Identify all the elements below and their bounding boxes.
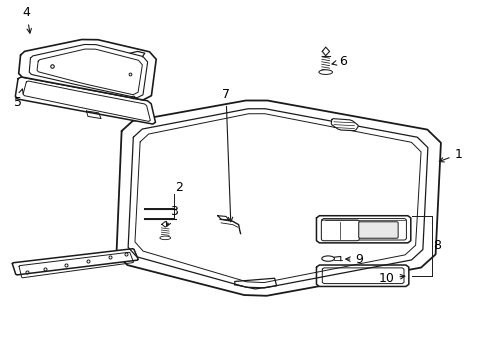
Ellipse shape bbox=[160, 236, 170, 240]
Polygon shape bbox=[116, 100, 440, 296]
Text: 10: 10 bbox=[378, 272, 404, 285]
FancyBboxPatch shape bbox=[358, 222, 397, 238]
Text: 1: 1 bbox=[438, 148, 462, 162]
Ellipse shape bbox=[321, 256, 334, 261]
Text: 6: 6 bbox=[331, 55, 346, 68]
Text: 8: 8 bbox=[432, 239, 440, 252]
Ellipse shape bbox=[318, 70, 332, 75]
Text: 5: 5 bbox=[14, 89, 23, 109]
Text: 9: 9 bbox=[345, 253, 363, 266]
Polygon shape bbox=[12, 249, 138, 275]
Text: 3: 3 bbox=[166, 205, 178, 226]
Polygon shape bbox=[330, 119, 358, 131]
Text: 7: 7 bbox=[222, 88, 232, 222]
Polygon shape bbox=[19, 40, 156, 100]
Text: 4: 4 bbox=[22, 6, 31, 33]
Polygon shape bbox=[316, 216, 410, 243]
Polygon shape bbox=[316, 265, 408, 287]
FancyBboxPatch shape bbox=[321, 220, 359, 241]
Polygon shape bbox=[15, 77, 155, 124]
Text: 2: 2 bbox=[175, 181, 183, 194]
